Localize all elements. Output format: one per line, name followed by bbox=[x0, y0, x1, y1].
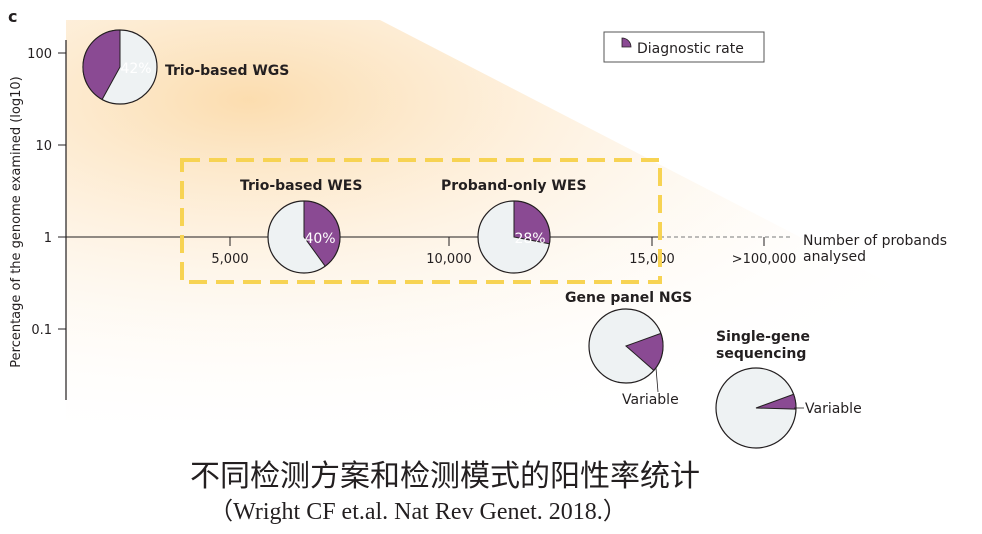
pie-trio-wes: 40% bbox=[267, 200, 341, 274]
rate-gene-panel: Variable bbox=[622, 392, 679, 408]
legend-label: Diagnostic rate bbox=[637, 41, 744, 57]
pie-proband-wes-rate-label: 28% bbox=[514, 231, 545, 247]
rate-single-gene: Variable bbox=[805, 401, 862, 417]
pie-single-gene-wedge bbox=[755, 393, 797, 410]
pie-trio-wgs-rate-label: 42% bbox=[120, 61, 151, 77]
xtick-10000: 10,000 bbox=[426, 252, 472, 267]
pie-layer: 42% 40% 28% bbox=[82, 29, 797, 449]
pie-single-gene bbox=[715, 367, 797, 449]
xtick-15000: 15,000 bbox=[629, 252, 675, 267]
pie-gene-panel-wedge bbox=[625, 332, 664, 372]
xtick-100000: >100,000 bbox=[732, 252, 797, 267]
y-axis-label: Percentage of the genome examined (log10… bbox=[9, 76, 24, 367]
pie-trio-wgs-wedge bbox=[82, 29, 121, 101]
highlight-box bbox=[180, 158, 662, 284]
legend: Diagnostic rate bbox=[603, 31, 765, 63]
x-axis-title: Number of probands analysed bbox=[803, 233, 947, 265]
caption-title: 不同检测方案和检测模式的阳性率统计 bbox=[190, 459, 700, 494]
xtick-5000: 5,000 bbox=[211, 252, 248, 267]
x-ticks bbox=[229, 237, 765, 246]
label-gene-panel: Gene panel NGS bbox=[565, 290, 692, 306]
label-proband-wes: Proband-only WES bbox=[441, 178, 587, 194]
ytick-10: 10 bbox=[35, 139, 52, 154]
pie-trio-wes-rate-label: 40% bbox=[304, 231, 335, 247]
y-ticks bbox=[58, 52, 66, 330]
pie-gene-panel bbox=[588, 308, 664, 384]
legend-swatch-icon bbox=[621, 37, 632, 48]
ytick-1: 1 bbox=[44, 231, 52, 246]
ytick-0-1: 0.1 bbox=[31, 323, 52, 338]
label-trio-wgs: Trio-based WGS bbox=[165, 63, 289, 79]
label-trio-wes: Trio-based WES bbox=[240, 178, 362, 194]
pie-proband-wes-wedge bbox=[513, 200, 551, 245]
callout-line-gene-panel bbox=[655, 367, 659, 393]
caption-source: （Wright CF et.al. Nat Rev Genet. 2018.） bbox=[209, 499, 627, 525]
pie-trio-wgs: 42% bbox=[82, 29, 158, 105]
pie-proband-wes: 28% bbox=[477, 200, 551, 274]
ytick-100: 100 bbox=[27, 47, 52, 62]
pie-trio-wes-wedge bbox=[303, 200, 341, 267]
label-single-gene: Single-gene sequencing bbox=[716, 329, 810, 362]
panel-label: c bbox=[8, 7, 17, 26]
